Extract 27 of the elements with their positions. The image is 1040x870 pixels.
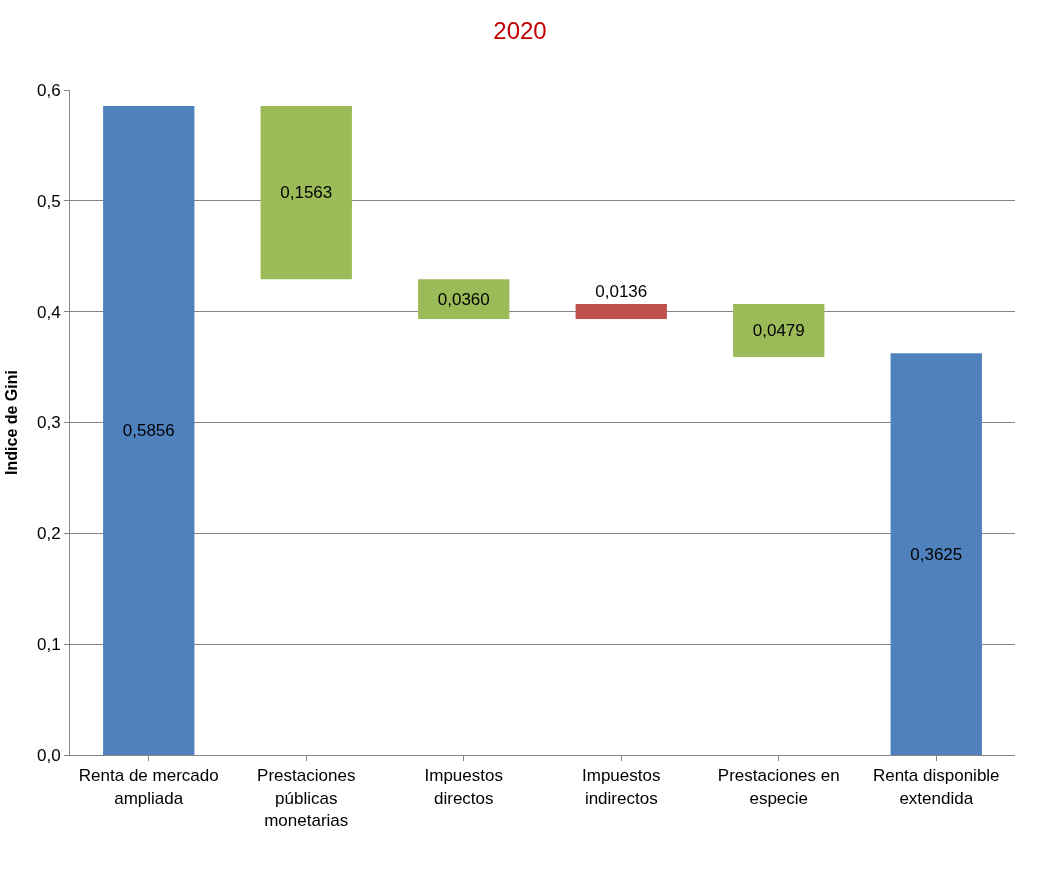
data-label: 0,1563 [280, 183, 333, 203]
x-tick-label: Prestaciones públicas monetarias [257, 766, 356, 830]
data-label: 0,0479 [752, 321, 805, 341]
y-tick-label: 0,0 [36, 745, 61, 765]
y-tick-label: 0,3 [36, 413, 61, 433]
data-label: 0,5856 [122, 420, 175, 440]
x-tick-label: Impuestos indirectos [582, 766, 661, 808]
x-tick-label: Renta disponible extendida [872, 766, 1000, 808]
y-tick-label: 0,1 [36, 635, 61, 655]
bar [575, 304, 667, 320]
data-label: 0,3625 [910, 544, 963, 564]
chart-title: 2020 [493, 16, 547, 44]
y-axis-title: Indice de Gini [2, 370, 20, 475]
x-tick-label: Prestaciones en especie [717, 766, 840, 808]
y-tick-label: 0,4 [36, 302, 61, 322]
y-tick-label: 0,5 [36, 191, 61, 211]
bar [733, 304, 825, 358]
data-label: 0,0360 [437, 289, 490, 309]
bar [260, 105, 352, 280]
x-tick-label: Impuestos directos [424, 766, 503, 808]
y-tick-label: 0,2 [36, 524, 61, 544]
bar [103, 105, 195, 755]
data-label: 0,0136 [595, 282, 648, 302]
y-tick-label: 0,6 [36, 80, 61, 100]
bar [418, 279, 510, 320]
bar [890, 353, 982, 755]
x-tick-label: Renta de mercado ampliada [78, 766, 219, 808]
